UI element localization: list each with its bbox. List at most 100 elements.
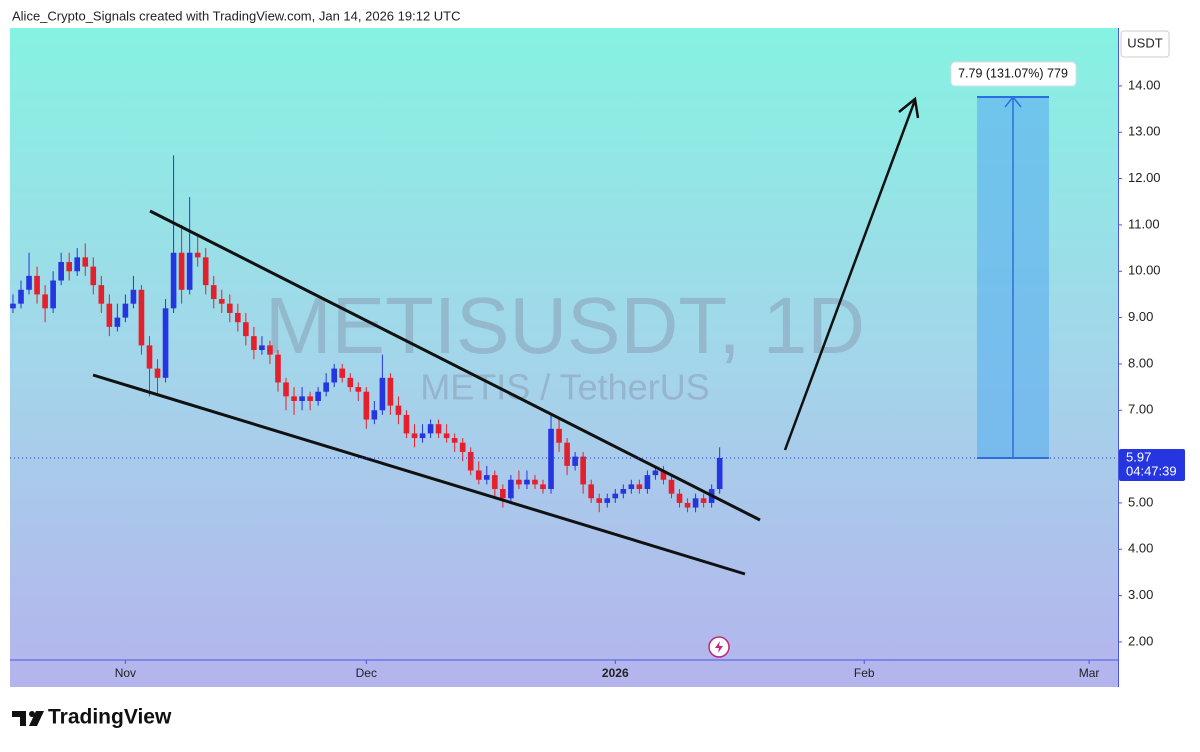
candle-body: [540, 484, 546, 490]
y-tick-label: 2.00: [1128, 633, 1153, 648]
candle-body: [178, 252, 185, 290]
candle-body: [652, 470, 659, 476]
candle-body: [146, 345, 153, 369]
candle-body: [556, 428, 562, 443]
y-tick-label: 5.00: [1128, 494, 1153, 509]
candle-body: [194, 252, 201, 258]
y-tick-label: 7.00: [1128, 402, 1153, 417]
candle-body: [259, 345, 265, 351]
candle-body: [379, 377, 386, 411]
chart-background: [10, 28, 1118, 687]
header-text: Alice_Crypto_Signals created with Tradin…: [12, 8, 461, 23]
last-price-label: 5.97: [1126, 449, 1151, 464]
candle-body: [58, 261, 64, 281]
candle-body: [443, 433, 450, 439]
candle-body: [636, 484, 643, 490]
lower-trendline: [92, 373, 746, 576]
candle-body: [459, 442, 466, 452]
projection-label: 7.79 (131.07%) 779: [958, 66, 1068, 80]
candle-body: [395, 405, 402, 415]
candle-body: [210, 285, 217, 300]
candle-body: [580, 456, 586, 485]
candle-body: [299, 396, 305, 401]
x-tick-label: 2026: [602, 666, 629, 680]
y-tick-label: 4.00: [1128, 541, 1153, 556]
candle-body: [267, 345, 273, 355]
candle-body: [548, 428, 554, 490]
candle-body: [524, 479, 530, 485]
unit-label: USDT: [1127, 35, 1162, 50]
candle-body: [202, 257, 209, 286]
candle-body: [42, 294, 48, 309]
candle-body: [323, 382, 329, 392]
candle-body: [588, 484, 594, 499]
candle-body: [74, 257, 81, 272]
candle-body: [243, 322, 249, 337]
last-price-tag: [1119, 448, 1185, 481]
candle-body: [275, 354, 281, 383]
candle-body: [451, 438, 458, 443]
forecast-arrow: [783, 99, 917, 451]
candle-body: [612, 493, 619, 499]
candle-body: [138, 289, 145, 346]
candle-body: [18, 289, 24, 304]
brand-name: TradingView: [48, 706, 172, 729]
unit-box: [1120, 30, 1170, 58]
candle-body: [315, 391, 321, 401]
candle-body: [483, 475, 490, 480]
candle-body: [467, 451, 474, 471]
x-tick-label: Nov: [115, 666, 136, 680]
y-tick-label: 9.00: [1128, 309, 1153, 324]
candle-body: [475, 470, 482, 480]
y-tick-label: 14.00: [1128, 77, 1161, 92]
candle-body: [419, 433, 426, 439]
candle-body: [66, 261, 72, 272]
y-tick-label: 13.00: [1128, 124, 1161, 139]
candle-body: [660, 470, 667, 480]
candle-body: [500, 489, 506, 499]
candle-body: [90, 266, 97, 286]
candle-body: [226, 303, 233, 313]
projection-arrow-head: [1004, 95, 1022, 108]
candle-body: [564, 442, 570, 466]
candle-body: [628, 484, 635, 490]
brand-logo: [12, 711, 44, 726]
candle-body: [604, 498, 611, 503]
x-tick-label: Dec: [356, 666, 377, 680]
candle-body: [235, 312, 241, 323]
candle-body: [716, 457, 723, 490]
candle-body: [492, 475, 498, 490]
candle-body: [339, 368, 346, 378]
candle-body: [692, 498, 699, 508]
forecast-arrow-head: [898, 96, 920, 119]
countdown-label: 04:47:39: [1126, 463, 1177, 478]
candle-body: [154, 368, 161, 378]
candle-body: [10, 303, 16, 309]
candle-body: [162, 308, 169, 378]
price-axis-background: [1119, 28, 1200, 687]
y-tick-label: 12.00: [1128, 170, 1161, 185]
candle-body: [82, 257, 89, 267]
lightning-icon[interactable]: [708, 636, 730, 658]
candle-body: [170, 252, 177, 309]
x-tick-label: Feb: [854, 666, 875, 680]
x-tick-label: Mar: [1079, 666, 1100, 680]
candle-body: [347, 377, 354, 388]
candle-body: [186, 252, 193, 290]
candle-body: [34, 275, 40, 295]
candle-body: [251, 336, 257, 351]
candle-body: [508, 479, 514, 499]
candle-body: [572, 456, 578, 466]
candle-body: [114, 317, 121, 327]
candle-body: [620, 489, 627, 494]
candle-body: [532, 479, 538, 485]
candle-body: [387, 377, 394, 406]
watermark-title: METISUSDT, 1D: [265, 281, 865, 370]
candle-body: [411, 433, 418, 439]
candle-body: [403, 414, 410, 434]
candle-body: [700, 498, 707, 503]
y-tick-label: 10.00: [1128, 263, 1161, 278]
candle-body: [291, 396, 297, 401]
candle-body: [427, 424, 434, 434]
